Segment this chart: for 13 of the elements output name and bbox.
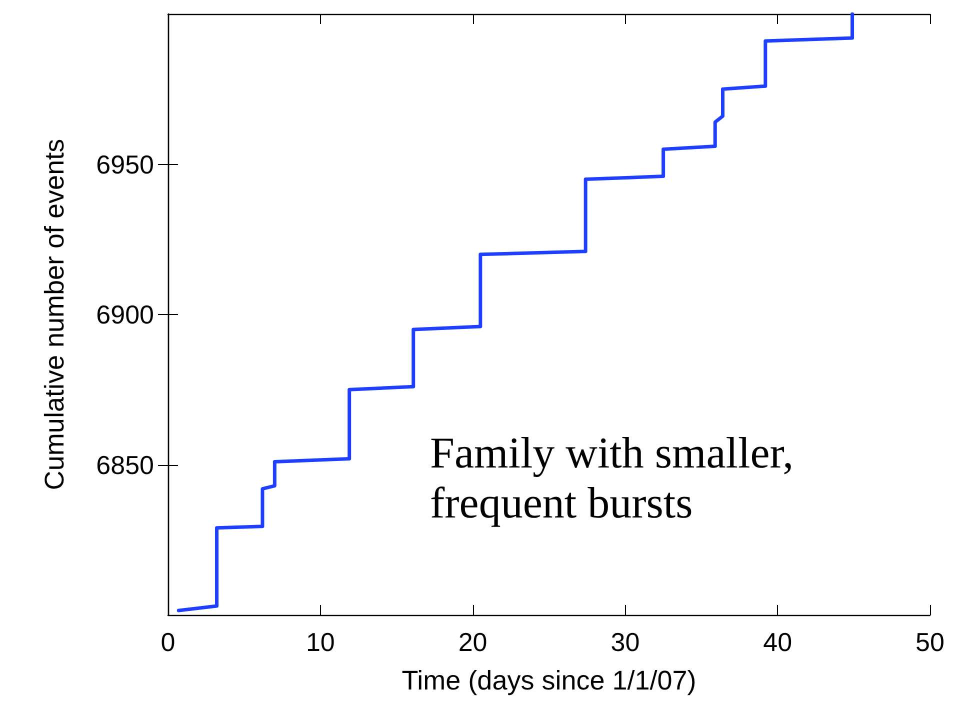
y-tick-label: 6850 [96, 450, 154, 480]
x-tick-label: 40 [763, 627, 792, 657]
y-axis-title: Cumulative number of events [40, 138, 70, 490]
x-tick-label: 10 [306, 627, 335, 657]
y-tick-label: 6950 [96, 149, 154, 180]
x-tick-label: 50 [916, 627, 944, 657]
y-tick-label: 6900 [96, 300, 154, 330]
line-series [176, 12, 854, 612]
x-tick-label: 0 [160, 627, 176, 657]
x-tick-label: 20 [458, 627, 488, 657]
annotation: Family with smaller, frequent bursts [430, 428, 794, 528]
x-axis-title: Time (days since 1/1/07) [402, 666, 696, 696]
x-tick-label: 30 [610, 627, 640, 657]
